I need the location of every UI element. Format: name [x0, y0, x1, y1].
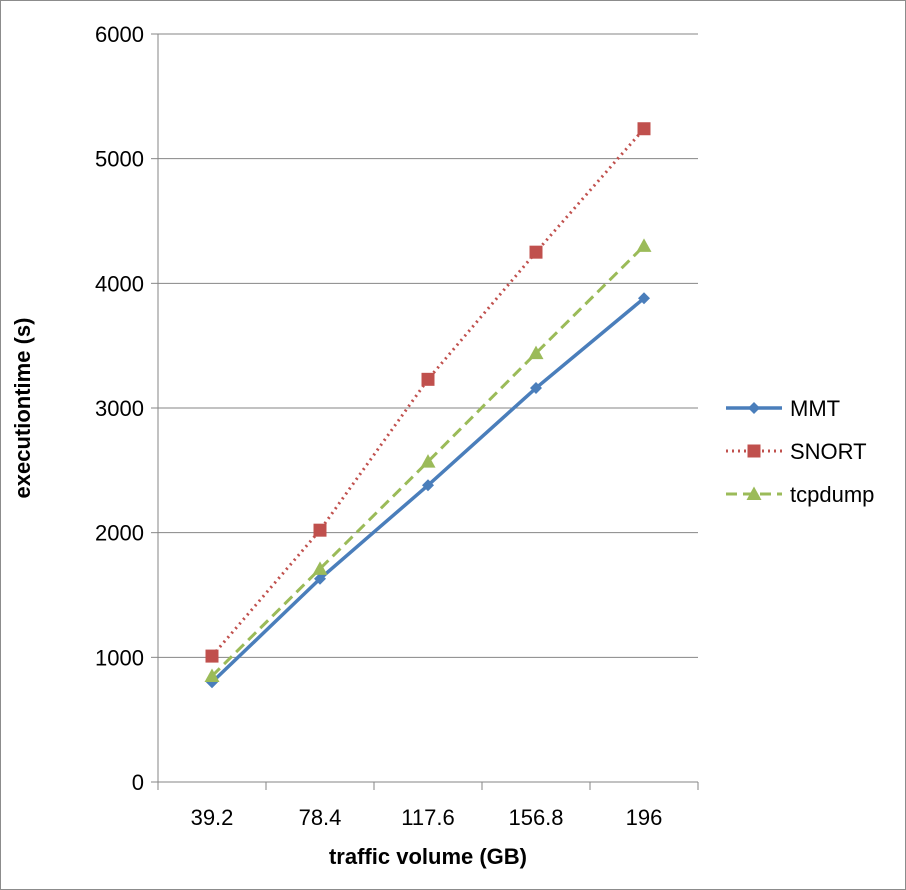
- legend-label: tcpdump: [790, 482, 874, 507]
- legend: MMT SNORT tcpdump: [726, 396, 874, 507]
- data-point-mmt: [314, 572, 326, 585]
- y-tick-label: 3000: [95, 396, 144, 421]
- data-point-mmt: [422, 479, 434, 492]
- series-line-snort: [210, 127, 646, 658]
- y-tick-labels: 0 1000 2000 3000 4000 5000 6000: [95, 22, 144, 795]
- series-snort: [205, 122, 651, 663]
- legend-item-tcpdump: tcpdump: [726, 482, 874, 507]
- data-point-tcpdump: [420, 454, 436, 468]
- x-tick-label: 78.4: [299, 805, 342, 830]
- legend-swatch-marker: [748, 402, 760, 414]
- y-tick-label: 4000: [95, 271, 144, 296]
- data-point-snort: [529, 245, 543, 259]
- y-tick-label: 5000: [95, 147, 144, 172]
- x-tick-label: 156.8: [508, 805, 563, 830]
- data-point-tcpdump: [312, 561, 328, 575]
- y-tick-label: 0: [132, 770, 144, 795]
- data-point-mmt: [638, 292, 650, 305]
- y-axis-title: executiontime (s): [10, 318, 35, 499]
- data-point-snort: [637, 122, 651, 136]
- series-tcpdump: [204, 238, 652, 683]
- data-point-tcpdump: [528, 345, 544, 360]
- x-tick-label: 117.6: [401, 805, 454, 830]
- legend-label: MMT: [790, 396, 840, 421]
- data-point-snort: [421, 372, 435, 386]
- gridlines: [158, 33, 698, 658]
- series-mmt: [206, 292, 650, 689]
- data-point-snort: [205, 649, 219, 663]
- data-point-tcpdump: [204, 668, 220, 683]
- data-point-snort: [313, 523, 327, 537]
- data-point-mmt: [530, 382, 542, 395]
- series-group: [204, 122, 652, 689]
- legend-label: SNORT: [790, 439, 867, 464]
- x-axis-title: traffic volume (GB): [329, 844, 527, 869]
- data-point-tcpdump: [636, 238, 652, 252]
- axes: [151, 33, 699, 790]
- y-tick-label: 2000: [95, 521, 144, 546]
- y-tick-label: 1000: [95, 645, 144, 670]
- legend-swatch-marker: [747, 444, 761, 458]
- legend-swatch-marker: [746, 486, 762, 500]
- legend-item-snort: SNORT: [726, 439, 867, 464]
- x-tick-labels: 39.2 78.4 117.6 156.8 196: [191, 805, 663, 830]
- y-tick-label: 6000: [95, 22, 144, 47]
- x-tick-label: 39.2: [191, 805, 234, 830]
- legend-item-mmt: MMT: [726, 396, 840, 421]
- x-tick-label: 196: [626, 805, 663, 830]
